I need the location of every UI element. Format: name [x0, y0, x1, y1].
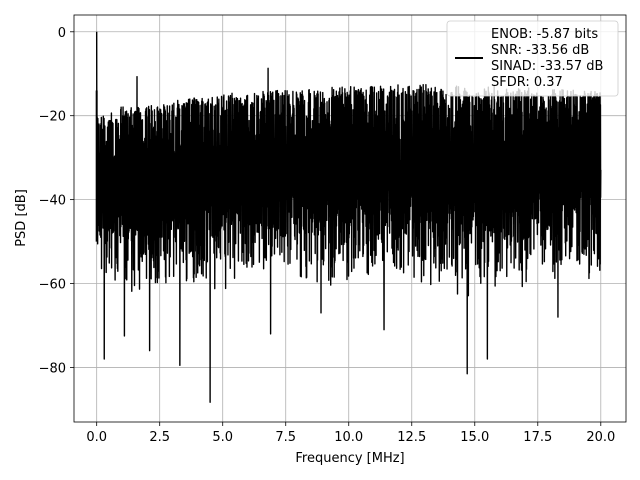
x-tick-label: 0.0: [86, 430, 107, 445]
series-layer: [95, 31, 602, 403]
y-tick-label: 0: [58, 26, 66, 41]
psd-trace: [95, 31, 602, 403]
x-tick-label: 17.5: [523, 430, 552, 445]
x-tick-label: 5.0: [212, 430, 233, 445]
x-tick-label: 2.5: [149, 430, 170, 445]
legend-entry-snr: SNR: -33.56 dB: [491, 43, 589, 58]
x-tick-label: 15.0: [460, 430, 489, 445]
x-axis: 0.0 2.5 5.0 7.5 10.0 12.5 15.0 17.5 20.0: [86, 422, 615, 445]
legend: ENOB: -5.87 bits SNR: -33.56 dB SINAD: -…: [446, 20, 619, 97]
legend-entry-sinad: SINAD: -33.57 dB: [491, 59, 603, 74]
x-tick-label: 20.0: [586, 430, 615, 445]
y-tick-label: −60: [39, 278, 66, 293]
x-axis-label: Frequency [MHz]: [295, 451, 404, 466]
y-axis: 0 −20 −40 −60 −80: [39, 26, 74, 376]
y-tick-label: −20: [39, 110, 66, 125]
y-tick-label: −80: [39, 361, 66, 376]
x-tick-label: 7.5: [275, 430, 296, 445]
y-tick-label: −40: [39, 194, 66, 209]
x-tick-label: 12.5: [397, 430, 426, 445]
legend-box: [446, 20, 619, 97]
legend-entry-enob: ENOB: -5.87 bits: [491, 27, 598, 42]
y-axis-label: PSD [dB]: [14, 189, 29, 247]
legend-entry-sfdr: SFDR: 0.37: [491, 75, 563, 90]
plot-frame: [73, 14, 627, 423]
x-tick-label: 10.0: [334, 430, 363, 445]
